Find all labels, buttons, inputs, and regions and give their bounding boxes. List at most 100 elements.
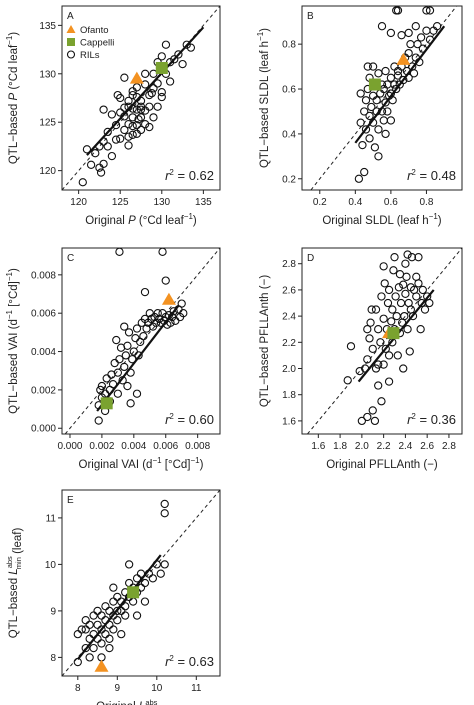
ril-point — [116, 93, 125, 103]
ril-point — [96, 168, 106, 177]
y-tick-label: 2.6 — [282, 285, 296, 296]
ril-point — [132, 105, 141, 114]
ril-point — [165, 77, 175, 86]
x-axis-title: Original PFLLAnth (−) — [326, 459, 438, 471]
y-tick-label: 2.2 — [282, 338, 296, 349]
r-squared-label: r2 = 0.60 — [165, 412, 214, 427]
ril-point — [120, 103, 129, 112]
ril-point — [418, 285, 427, 295]
ril-point — [384, 351, 394, 360]
ril-point — [422, 26, 431, 35]
ril-point — [365, 334, 374, 343]
x-tick-label: 125 — [112, 197, 129, 208]
ril-point — [366, 318, 375, 327]
y-tick-label: 0.002 — [31, 385, 56, 396]
ril-point — [128, 113, 137, 122]
ril-point — [132, 389, 142, 398]
panel-d: 1.6 1.8 2.0 2.2 2.4 2.6 2.8 1.6 1.8 2.0 2.2 2.4 2.6 2… — [259, 247, 463, 471]
ril-point — [343, 376, 352, 385]
y-tick-label: 0.4 — [282, 129, 296, 140]
ril-point — [111, 120, 121, 130]
ril-point — [113, 368, 123, 377]
ril-point — [120, 362, 129, 372]
x-tick-label: 120 — [70, 197, 87, 208]
ril-point — [153, 79, 162, 88]
ril-point — [379, 116, 388, 125]
ril-point — [128, 121, 137, 131]
ril-point — [401, 289, 410, 298]
ril-point — [370, 143, 380, 152]
ril-point — [132, 129, 141, 138]
x-tick-label: 135 — [195, 197, 212, 208]
y-tick-label: 135 — [39, 21, 56, 32]
ofanto-point — [161, 292, 176, 305]
ril-point — [85, 653, 94, 662]
ril-point — [128, 597, 138, 606]
ril-point — [107, 151, 117, 161]
y-tick-label: 0.2 — [282, 174, 296, 185]
ril-point — [113, 90, 122, 100]
x-tick-label: 0.8 — [419, 197, 433, 208]
y-tick-label: 8 — [50, 653, 56, 664]
x-tick-label: 130 — [153, 197, 170, 208]
ril-point — [384, 377, 394, 386]
ril-point — [186, 43, 196, 52]
ril-point — [363, 412, 372, 422]
ril-point — [358, 140, 367, 150]
ril-point — [371, 364, 381, 373]
ril-point — [412, 292, 421, 301]
ril-point — [110, 358, 119, 368]
ril-point — [425, 6, 435, 15]
ril-point — [363, 62, 372, 71]
ofanto-point — [129, 71, 144, 84]
ril-point — [95, 163, 104, 172]
ril-point — [374, 325, 383, 334]
x-axis-title: Original Labsmin (leaf) — [96, 698, 186, 705]
ril-point — [413, 39, 422, 49]
ril-point — [109, 597, 118, 606]
ril-point — [147, 89, 156, 98]
ril-point — [402, 272, 411, 281]
ril-point — [399, 280, 408, 289]
ril-point — [356, 118, 365, 127]
r-squared-label: r2 = 0.48 — [407, 168, 456, 183]
ril-point — [432, 22, 442, 31]
x-tick-label: 10 — [151, 683, 163, 694]
ril-point — [115, 355, 124, 364]
x-tick-label: 0.006 — [153, 441, 178, 452]
ril-point — [387, 317, 396, 326]
ril-point — [404, 28, 413, 38]
ril-point — [123, 341, 132, 350]
y-tick-label: 11 — [46, 513, 57, 524]
ril-point — [414, 279, 423, 288]
ril-point — [161, 276, 170, 285]
ril-point — [406, 39, 415, 49]
ril-point — [113, 606, 122, 616]
y-tick-label: 9 — [50, 606, 56, 617]
ril-point — [112, 335, 121, 345]
r-squared-label: r2 = 0.63 — [165, 654, 214, 669]
legend-cappelli-marker — [67, 38, 75, 46]
ril-point — [120, 322, 129, 331]
r-squared-label: r2 = 0.62 — [165, 168, 214, 183]
ril-point — [386, 116, 396, 125]
plot-frame — [301, 247, 463, 435]
ril-point — [124, 132, 133, 141]
y-tick-label: 0.006 — [31, 309, 56, 320]
ril-point — [381, 98, 390, 107]
y-tick-label: 1.8 — [282, 390, 296, 401]
ril-point — [386, 73, 396, 82]
plot-frame — [61, 489, 221, 677]
y-tick-label: 125 — [39, 118, 56, 129]
ril-point — [367, 102, 376, 112]
ril-point — [128, 90, 137, 100]
ril-point — [376, 338, 385, 347]
ril-point — [157, 88, 166, 97]
panel-b: 0.2 0.4 0.6 0.8 0.2 0.4 0.6 0.8 Br2 = 0.48 Origin… — [256, 5, 463, 227]
ril-point — [136, 125, 146, 135]
ril-point — [153, 309, 162, 318]
ril-point — [368, 406, 377, 415]
ril-point — [379, 262, 388, 271]
ril-point — [379, 314, 388, 323]
regression-line — [86, 26, 205, 156]
